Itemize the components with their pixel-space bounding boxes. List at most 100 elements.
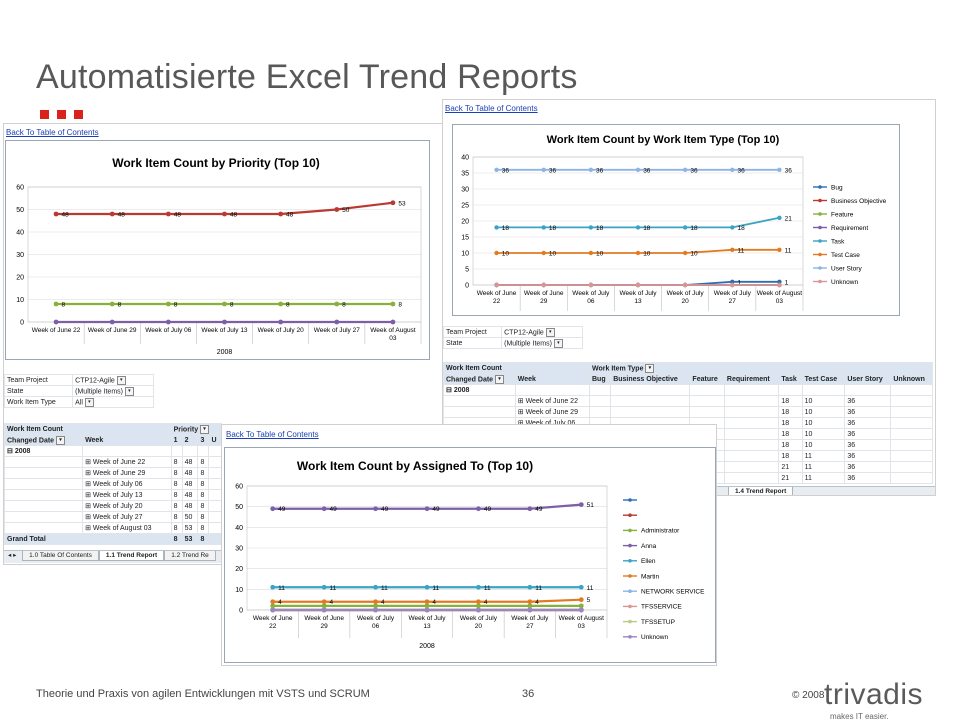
data-point	[476, 607, 481, 613]
data-point	[53, 319, 59, 325]
week-label: Week of June 29	[92, 470, 146, 477]
data-point	[588, 225, 594, 230]
data-point	[588, 282, 594, 288]
data-label: 49	[330, 506, 338, 513]
data-label: 49	[278, 506, 286, 513]
data-label: 4	[484, 599, 488, 606]
filter-dropdown-icon[interactable]: ▾	[124, 386, 134, 396]
cell-value: 36	[844, 450, 892, 462]
legend-label: Unknown	[831, 279, 858, 286]
cell-value: 48	[181, 478, 199, 490]
filter-dropdown-icon[interactable]: ▾	[553, 338, 563, 348]
data-point	[278, 211, 284, 217]
y-tick-label: 25	[461, 203, 469, 210]
y-tick-label: 10	[235, 587, 243, 594]
data-label: 11	[587, 585, 594, 592]
filter-dropdown-icon[interactable]: ▾	[545, 327, 555, 337]
work-item-type-chart: Work Item Count by Work Item Type (Top 1…	[452, 124, 900, 316]
table-row: ⊞ Week of July 20 8 48 8	[4, 500, 222, 512]
data-point	[390, 301, 396, 307]
page-number: 36	[522, 688, 535, 700]
pivot-col: User Story	[844, 373, 892, 385]
back-to-toc-link[interactable]: Back To Table of Contents	[226, 430, 319, 439]
cell-value: 21	[778, 461, 803, 473]
tab-table-of-contents[interactable]: 1.0 Table Of Contents	[22, 551, 99, 561]
legend-label: Business Objective	[831, 198, 887, 205]
data-point	[321, 603, 327, 609]
table-row: ⊞ Week of July 06 8 48 8	[4, 478, 222, 490]
filter-label: State	[4, 385, 74, 397]
cell-value: 10	[801, 417, 846, 429]
tab-trend-report-4[interactable]: 1.4 Trend Report	[728, 487, 794, 495]
filter-label: Team Project	[4, 374, 74, 386]
legend-marker	[628, 543, 632, 548]
filter-dropdown-icon[interactable]: ▾	[200, 424, 210, 434]
y-tick-label: 50	[16, 207, 24, 214]
data-label: 49	[535, 506, 543, 513]
legend-marker	[628, 498, 632, 502]
data-point	[222, 301, 227, 307]
filter-dropdown-icon[interactable]: ▾	[645, 363, 655, 373]
data-point	[270, 506, 276, 512]
grand-total-label: Grand Total	[4, 533, 172, 545]
cell-value: 8	[170, 478, 183, 490]
y-tick-label: 10	[16, 297, 24, 304]
filter-label: Work Item Type	[4, 396, 74, 408]
grand-total-value: 53	[181, 533, 199, 545]
cell-value: 36	[844, 417, 892, 429]
data-point	[494, 225, 499, 230]
data-label: 53	[398, 200, 406, 207]
cell-value: 36	[844, 395, 892, 407]
data-point	[373, 607, 378, 613]
legend-marker	[628, 513, 632, 517]
data-label: 11	[330, 585, 337, 592]
week-label: Week of June 22	[92, 459, 146, 466]
x-tick-label: Week of July 06	[145, 327, 192, 334]
data-point	[730, 247, 735, 252]
tab-trend-report[interactable]: 1.1 Trend Report	[98, 551, 165, 561]
legend-marker	[628, 589, 632, 593]
legend-marker	[818, 266, 822, 270]
filter-dropdown-icon[interactable]: ▾	[84, 397, 94, 407]
data-point	[321, 607, 327, 613]
legend-marker	[818, 225, 822, 230]
data-point	[635, 282, 641, 288]
cell-value: 18	[778, 439, 803, 451]
data-point	[635, 250, 641, 256]
trivadis-logo: trivadis makes IT easier.	[824, 678, 923, 721]
back-to-toc-link[interactable]: Back To Table of Contents	[6, 128, 99, 137]
filter-dropdown-icon[interactable]: ▾	[56, 435, 66, 445]
back-to-toc-link[interactable]: Back To Table of Contents	[445, 104, 538, 113]
data-point	[635, 225, 641, 230]
filter-dropdown-icon[interactable]: ▾	[116, 375, 126, 385]
data-label: 8	[398, 302, 402, 309]
data-label: 8	[118, 302, 122, 309]
cell-value: 11	[801, 450, 846, 462]
data-point	[390, 200, 396, 206]
cell-value: 8	[197, 500, 210, 512]
cell-value: 53	[181, 522, 199, 534]
week-label: Week of July 27	[92, 514, 143, 521]
legend-marker	[628, 604, 632, 609]
tab-nav-icon[interactable]: ◂ ▸	[8, 552, 17, 559]
legend-label: User Story	[831, 265, 862, 272]
data-label: 36	[785, 167, 793, 174]
cell-value: 36	[844, 406, 892, 418]
legend-marker	[818, 279, 822, 284]
chart-title: Work Item Count by Work Item Type (Top 1…	[547, 134, 780, 146]
x-tick-label: Week of July 13	[408, 615, 446, 630]
data-point	[682, 167, 688, 172]
data-label: 18	[737, 225, 745, 232]
legend-marker	[628, 635, 632, 639]
filter-dropdown-icon[interactable]: ▾	[495, 374, 505, 384]
data-label: 48	[286, 212, 294, 219]
data-label: 8	[342, 302, 346, 309]
pivot-row-field: Changed Date	[446, 375, 494, 383]
data-point	[494, 282, 499, 288]
data-label: 11	[278, 585, 285, 592]
tab-trend-report-2[interactable]: 1.2 Trend Re	[164, 551, 216, 561]
data-point	[541, 250, 546, 256]
data-point	[222, 211, 227, 217]
y-tick-label: 60	[16, 185, 24, 192]
data-point	[109, 211, 115, 217]
